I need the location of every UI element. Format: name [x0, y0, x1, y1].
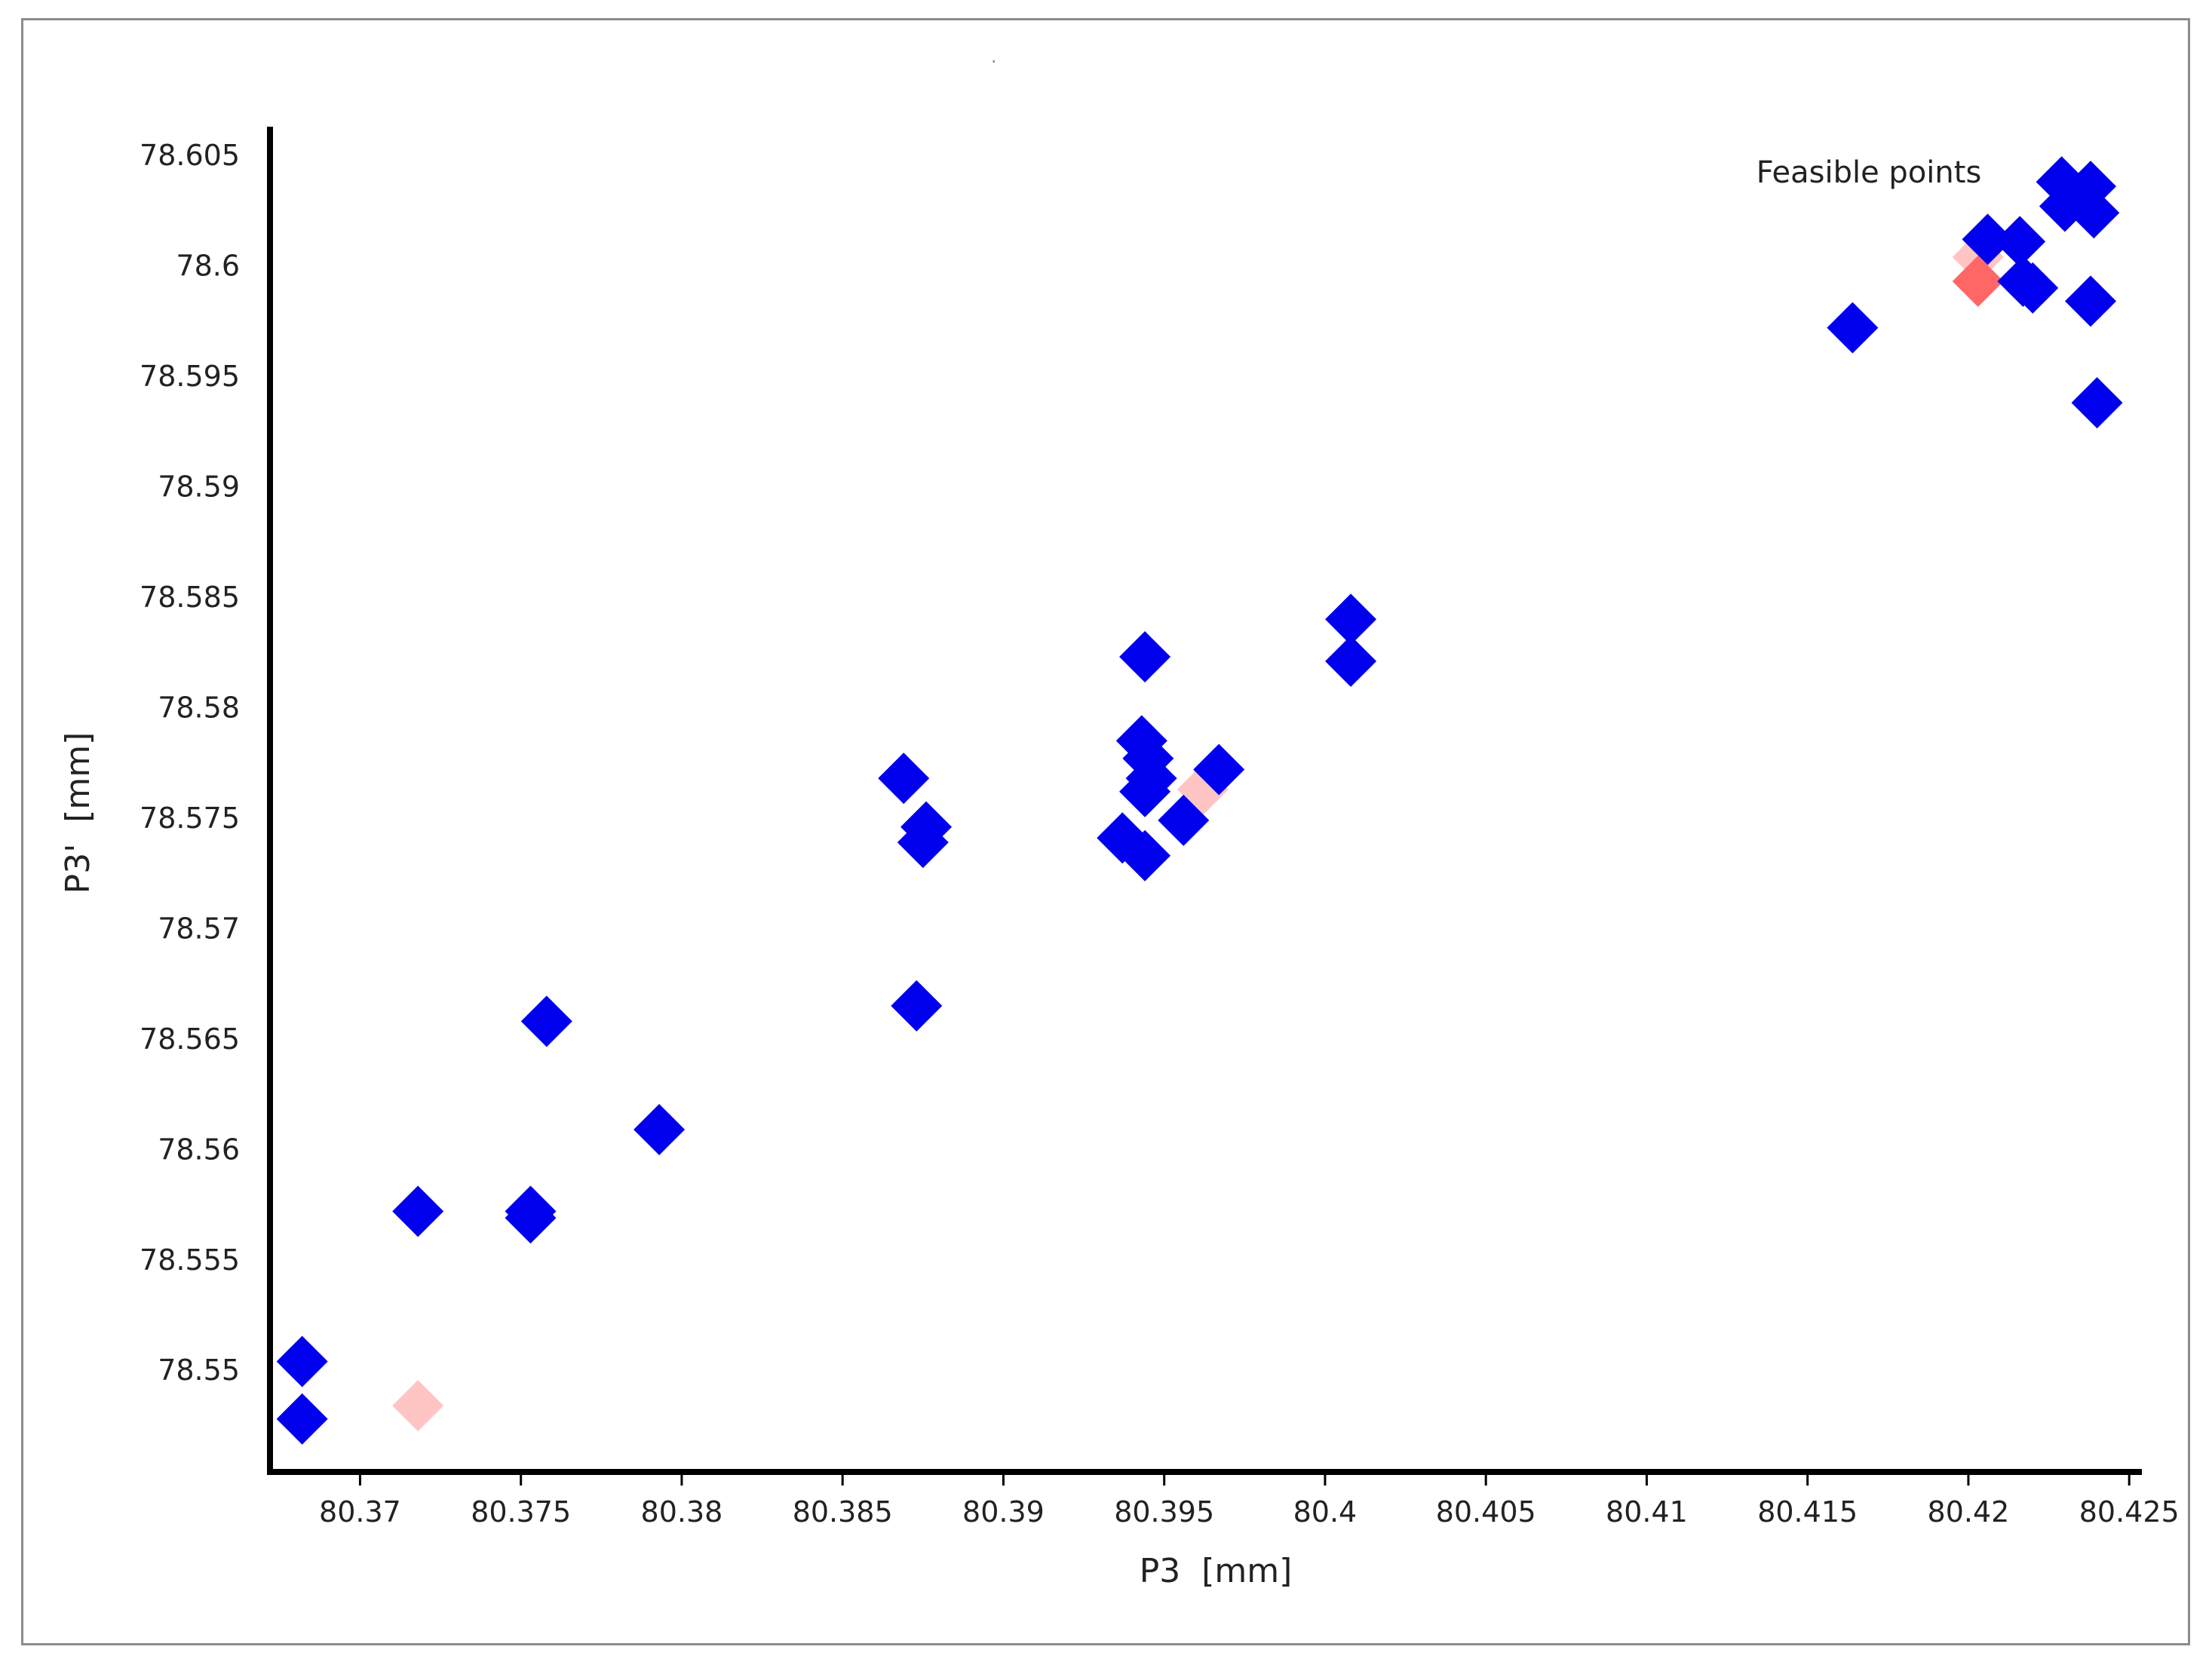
y-tick-label: 78.6 [176, 250, 240, 283]
data-point-diamond [878, 753, 930, 805]
x-tick-label: 80.4 [1293, 1495, 1358, 1529]
data-point-diamond [1119, 631, 1171, 683]
x-tick-label: 80.375 [471, 1495, 571, 1529]
x-tick-label: 80.37 [319, 1495, 401, 1529]
x-tick-label: 80.38 [641, 1495, 723, 1529]
y-tick-label: 78.55 [158, 1354, 240, 1387]
data-point-diamond [276, 1393, 328, 1445]
data-point-diamond [1119, 829, 1171, 882]
x-tick-label: 80.39 [962, 1495, 1045, 1529]
data-point-diamond [1325, 635, 1377, 687]
y-tick-label: 78.56 [158, 1133, 240, 1166]
data-point-diamond [1994, 216, 2046, 268]
markers-layer [276, 156, 2123, 1445]
x-tick-label: 80.405 [1436, 1495, 1536, 1529]
x-tick-label: 80.425 [2079, 1495, 2180, 1529]
feasible-points-annotation: Feasible points [1756, 155, 1982, 190]
x-tick-label: 80.42 [1928, 1495, 2010, 1529]
data-point-diamond [505, 1192, 557, 1244]
data-point-diamond [392, 1380, 444, 1432]
decorative-dot: · [991, 51, 997, 72]
data-point-diamond [1158, 794, 1210, 846]
y-tick-label: 78.585 [140, 581, 240, 614]
data-point-diamond [891, 980, 943, 1032]
data-point-diamond [2065, 275, 2117, 327]
data-point-diamond [1827, 302, 1879, 354]
y-tick-label: 78.59 [158, 470, 240, 503]
y-tick-label: 78.595 [140, 360, 240, 393]
y-ticks-layer: 78.55 78.555 78.56 78.565 78.57 78.575 78.58 78… [140, 139, 240, 1387]
data-point-diamond [392, 1185, 444, 1237]
data-point-diamond [1952, 256, 2004, 308]
data-point-diamond [276, 1335, 328, 1388]
data-point-diamond [634, 1103, 686, 1155]
data-point-diamond [1325, 593, 1377, 645]
y-tick-label: 78.575 [140, 802, 240, 835]
x-tick-label: 80.385 [793, 1495, 893, 1529]
y-tick-label: 78.565 [140, 1023, 240, 1056]
data-point-diamond [2071, 377, 2123, 429]
data-point-diamond [2007, 262, 2059, 314]
data-point-diamond [520, 995, 572, 1047]
data-point-diamond [897, 817, 949, 869]
data-point-diamond [1962, 213, 2014, 265]
x-ticks-layer: 80.37 80.375 80.38 80.385 80.39 80.395 80.4 80.… [319, 1472, 2180, 1529]
x-tick-label: 80.395 [1114, 1495, 1214, 1529]
x-tick-label: 80.41 [1606, 1495, 1688, 1529]
data-point-diamond [2068, 187, 2120, 239]
data-point-diamond [1193, 744, 1245, 796]
x-axis-title: P3 [mm] [1140, 1552, 1293, 1590]
y-tick-label: 78.57 [158, 912, 240, 945]
data-point-diamond [1119, 765, 1171, 817]
y-tick-label: 78.605 [140, 139, 240, 172]
y-tick-label: 78.58 [158, 691, 240, 724]
y-tick-label: 78.555 [140, 1243, 240, 1277]
x-tick-label: 80.415 [1757, 1495, 1858, 1529]
y-axis-title: P3' [mm] [59, 732, 97, 894]
